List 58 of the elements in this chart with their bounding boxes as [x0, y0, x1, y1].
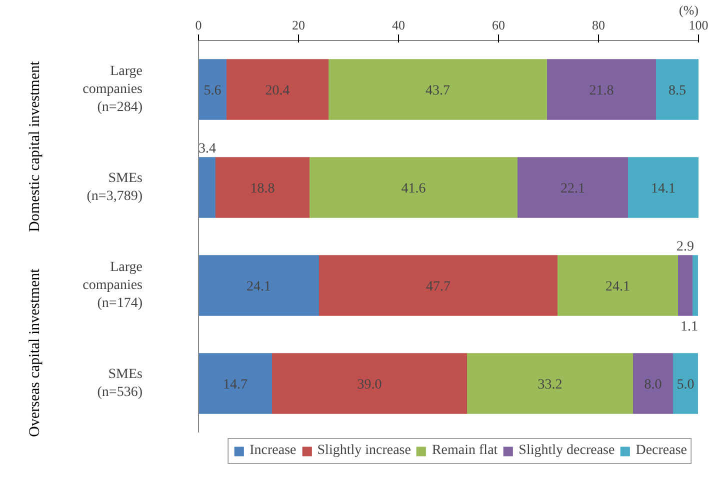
bar	[226, 59, 328, 120]
x-tick-label: 80	[592, 18, 605, 32]
y-tick-label: SMEs (n=3,789)	[86, 171, 143, 204]
legend-label: Slightly decrease	[518, 443, 615, 459]
data-label: 1.1	[680, 320, 698, 334]
data-label: 24.1	[606, 280, 630, 294]
data-label: 39.0	[357, 378, 382, 392]
bar	[198, 157, 216, 218]
text: Domestic capital investment	[26, 62, 44, 232]
data-label: 47.7	[426, 280, 450, 294]
y-tick-label: Large companies (n=284)	[82, 64, 143, 115]
legend-label: Remain flat	[432, 443, 498, 459]
data-label: 5.6	[204, 84, 222, 98]
bar	[628, 157, 698, 218]
data-label: 33.2	[538, 378, 562, 392]
bar	[272, 353, 467, 414]
data-label: 14.1	[651, 182, 676, 196]
x-tick-label: 100	[688, 18, 708, 32]
bar	[518, 157, 628, 218]
bar	[198, 353, 272, 414]
bar	[216, 157, 310, 218]
data-label: 8.0	[644, 378, 662, 392]
data-label: 3.4	[198, 142, 216, 156]
x-tick-label: 20	[292, 18, 305, 32]
bar	[198, 255, 319, 316]
data-label: 20.4	[265, 84, 290, 98]
data-label: 18.8	[250, 182, 275, 196]
x-tick-label: 60	[492, 18, 505, 32]
bar	[547, 59, 656, 120]
legend-label: Decrease	[636, 443, 687, 459]
bar	[558, 255, 678, 316]
bar	[673, 353, 698, 414]
bar	[678, 255, 692, 316]
data-label: 21.8	[589, 84, 614, 98]
y-tick-label: Large companies (n=174)	[82, 260, 143, 311]
x-axis-title: (%)	[679, 2, 699, 18]
bar	[692, 255, 698, 316]
data-label: 41.6	[401, 182, 426, 196]
data-label: 8.5	[668, 84, 686, 98]
x-tick-label: 0	[195, 18, 202, 32]
data-label: 5.0	[676, 378, 694, 392]
data-label: 22.1	[560, 182, 585, 196]
bar	[319, 255, 558, 316]
data-label: 24.1	[246, 280, 271, 294]
bar	[198, 59, 226, 120]
bar	[310, 157, 518, 218]
legend-label: Increase	[250, 443, 296, 459]
data-label: 43.7	[426, 84, 450, 98]
data-label: 2.9	[676, 240, 694, 254]
text: Overseas capital investment	[26, 268, 44, 438]
x-tick-label: 40	[392, 18, 405, 32]
bar	[328, 59, 547, 120]
y-tick-label: SMEs (n=536)	[97, 367, 143, 400]
bar	[633, 353, 673, 414]
legend-label: Slightly increase	[317, 443, 411, 459]
bar	[467, 353, 633, 414]
bar	[656, 59, 698, 120]
data-label: 14.7	[223, 378, 248, 392]
